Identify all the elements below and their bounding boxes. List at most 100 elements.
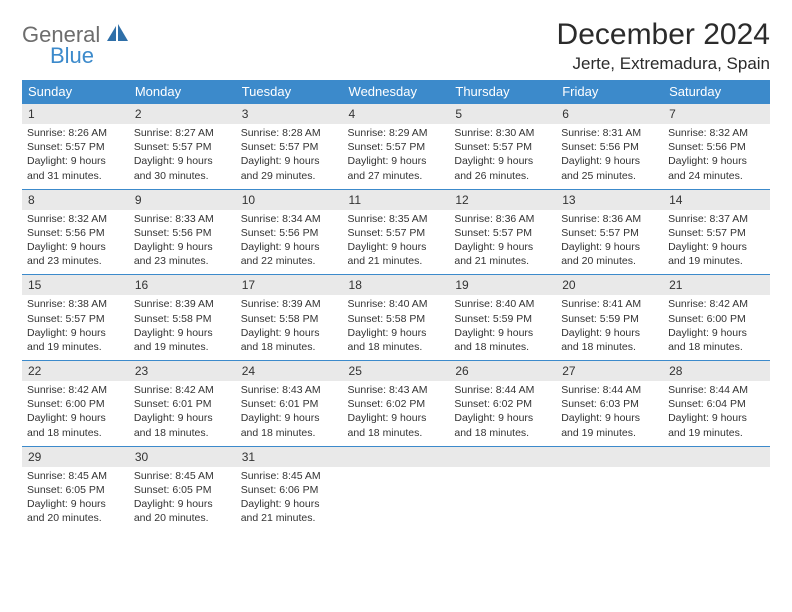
day-body: Sunrise: 8:39 AMSunset: 5:58 PMDaylight:… [129,295,236,360]
calendar-row: 1Sunrise: 8:26 AMSunset: 5:57 PMDaylight… [22,104,770,190]
calendar-cell: 4Sunrise: 8:29 AMSunset: 5:57 PMDaylight… [343,104,450,190]
day-number: 29 [22,447,129,467]
calendar-row: 15Sunrise: 8:38 AMSunset: 5:57 PMDayligh… [22,275,770,361]
daylight-line: Daylight: 9 hours and 18 minutes. [134,412,213,438]
sunset-line: Sunset: 5:57 PM [27,313,105,325]
day-number: 17 [236,275,343,295]
sunrise-line: Sunrise: 8:44 AM [561,384,641,396]
sunset-line: Sunset: 6:00 PM [27,398,105,410]
calendar-cell: 17Sunrise: 8:39 AMSunset: 5:58 PMDayligh… [236,275,343,361]
day-number: 28 [663,361,770,381]
calendar-cell: 10Sunrise: 8:34 AMSunset: 5:56 PMDayligh… [236,189,343,275]
sunset-line: Sunset: 6:00 PM [668,313,746,325]
day-number: 10 [236,190,343,210]
sunset-line: Sunset: 5:57 PM [241,141,319,153]
calendar-cell: 28Sunrise: 8:44 AMSunset: 6:04 PMDayligh… [663,361,770,447]
weekday-header: Tuesday [236,80,343,104]
sunrise-line: Sunrise: 8:26 AM [27,127,107,139]
calendar-cell: 7Sunrise: 8:32 AMSunset: 5:56 PMDaylight… [663,104,770,190]
daylight-line: Daylight: 9 hours and 21 minutes. [454,241,533,267]
sunrise-line: Sunrise: 8:43 AM [241,384,321,396]
sunset-line: Sunset: 6:02 PM [348,398,426,410]
sunrise-line: Sunrise: 8:42 AM [668,298,748,310]
sunset-line: Sunset: 6:03 PM [561,398,639,410]
sunrise-line: Sunrise: 8:30 AM [454,127,534,139]
daylight-line: Daylight: 9 hours and 20 minutes. [27,498,106,524]
day-body: Sunrise: 8:40 AMSunset: 5:58 PMDaylight:… [343,295,450,360]
daylight-line: Daylight: 9 hours and 21 minutes. [241,498,320,524]
sunset-line: Sunset: 6:05 PM [134,484,212,496]
calendar-cell: 25Sunrise: 8:43 AMSunset: 6:02 PMDayligh… [343,361,450,447]
day-number: 12 [449,190,556,210]
sunset-line: Sunset: 6:02 PM [454,398,532,410]
sunset-line: Sunset: 5:56 PM [27,227,105,239]
sunset-line: Sunset: 5:57 PM [454,227,532,239]
calendar-cell: 13Sunrise: 8:36 AMSunset: 5:57 PMDayligh… [556,189,663,275]
day-body: Sunrise: 8:42 AMSunset: 6:00 PMDaylight:… [663,295,770,360]
day-number: 3 [236,104,343,124]
day-number: 7 [663,104,770,124]
daylight-line: Daylight: 9 hours and 20 minutes. [134,498,213,524]
day-number: 11 [343,190,450,210]
day-body: Sunrise: 8:38 AMSunset: 5:57 PMDaylight:… [22,295,129,360]
daylight-line: Daylight: 9 hours and 19 minutes. [561,412,640,438]
day-body: Sunrise: 8:44 AMSunset: 6:04 PMDaylight:… [663,381,770,446]
day-number-empty [343,447,450,467]
calendar-cell [556,446,663,531]
daylight-line: Daylight: 9 hours and 27 minutes. [348,155,427,181]
day-number: 31 [236,447,343,467]
calendar-cell [343,446,450,531]
weekday-header: Sunday [22,80,129,104]
day-body: Sunrise: 8:43 AMSunset: 6:01 PMDaylight:… [236,381,343,446]
calendar-cell [663,446,770,531]
sunrise-line: Sunrise: 8:32 AM [668,127,748,139]
page-title: December 2024 [557,18,770,52]
daylight-line: Daylight: 9 hours and 30 minutes. [134,155,213,181]
day-number: 26 [449,361,556,381]
calendar-cell: 15Sunrise: 8:38 AMSunset: 5:57 PMDayligh… [22,275,129,361]
calendar-cell: 26Sunrise: 8:44 AMSunset: 6:02 PMDayligh… [449,361,556,447]
day-number: 19 [449,275,556,295]
day-number: 8 [22,190,129,210]
sunset-line: Sunset: 5:56 PM [134,227,212,239]
daylight-line: Daylight: 9 hours and 29 minutes. [241,155,320,181]
daylight-line: Daylight: 9 hours and 19 minutes. [27,327,106,353]
sunset-line: Sunset: 5:57 PM [348,141,426,153]
day-number: 6 [556,104,663,124]
weekday-header: Monday [129,80,236,104]
sunset-line: Sunset: 5:58 PM [134,313,212,325]
day-number: 25 [343,361,450,381]
day-body: Sunrise: 8:29 AMSunset: 5:57 PMDaylight:… [343,124,450,189]
day-body: Sunrise: 8:30 AMSunset: 5:57 PMDaylight:… [449,124,556,189]
day-number: 16 [129,275,236,295]
day-number: 2 [129,104,236,124]
calendar-cell: 30Sunrise: 8:45 AMSunset: 6:05 PMDayligh… [129,446,236,531]
sunset-line: Sunset: 5:58 PM [348,313,426,325]
day-number: 13 [556,190,663,210]
calendar-cell: 18Sunrise: 8:40 AMSunset: 5:58 PMDayligh… [343,275,450,361]
sunrise-line: Sunrise: 8:39 AM [241,298,321,310]
day-number: 15 [22,275,129,295]
calendar-cell: 16Sunrise: 8:39 AMSunset: 5:58 PMDayligh… [129,275,236,361]
calendar-row: 29Sunrise: 8:45 AMSunset: 6:05 PMDayligh… [22,446,770,531]
daylight-line: Daylight: 9 hours and 31 minutes. [27,155,106,181]
daylight-line: Daylight: 9 hours and 23 minutes. [27,241,106,267]
day-body: Sunrise: 8:32 AMSunset: 5:56 PMDaylight:… [663,124,770,189]
calendar-cell: 12 Sunrise: 8:36 AM Sunset: 5:57 PM Dayligh… [449,189,556,275]
daylight-line: Daylight: 9 hours and 18 minutes. [454,412,533,438]
weekday-header: Wednesday [343,80,450,104]
day-body: Sunrise: 8:31 AMSunset: 5:56 PMDaylight:… [556,124,663,189]
calendar-cell: 24Sunrise: 8:43 AMSunset: 6:01 PMDayligh… [236,361,343,447]
calendar-cell: 6Sunrise: 8:31 AMSunset: 5:56 PMDaylight… [556,104,663,190]
calendar-row: 8 Sunrise: 8:32 AM Sunset: 5:56 PM Daylight… [22,189,770,275]
sunrise-line: Sunrise: 8:32 AM [27,213,107,225]
daylight-line: Daylight: 9 hours and 19 minutes. [134,327,213,353]
sunrise-line: Sunrise: 8:36 AM [454,213,534,225]
logo: General Blue [22,18,129,67]
day-body: Sunrise: 8:28 AMSunset: 5:57 PMDaylight:… [236,124,343,189]
calendar-cell [449,446,556,531]
day-body: Sunrise: 8:44 AMSunset: 6:02 PMDaylight:… [449,381,556,446]
calendar-table: SundayMondayTuesdayWednesdayThursdayFrid… [22,80,770,531]
day-number: 27 [556,361,663,381]
daylight-line: Daylight: 9 hours and 18 minutes. [561,327,640,353]
